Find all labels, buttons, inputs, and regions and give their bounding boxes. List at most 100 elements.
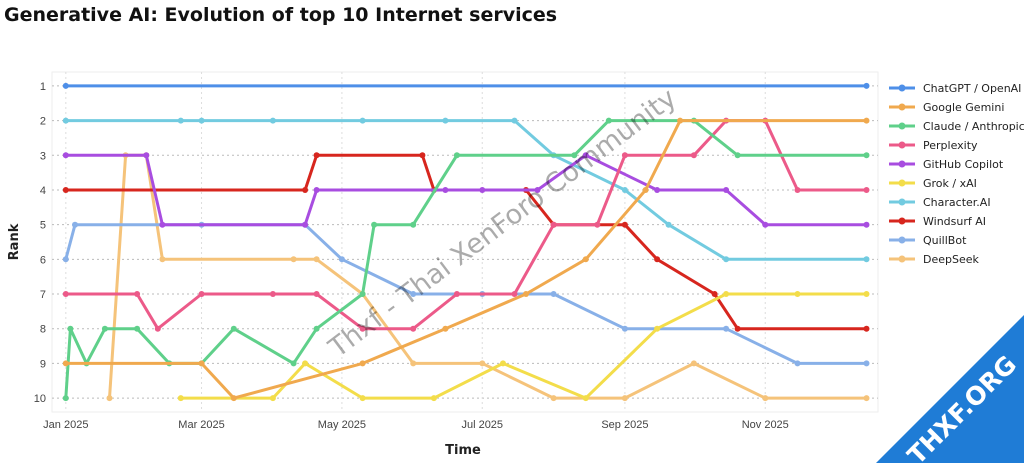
data-point [621, 152, 628, 159]
data-point [523, 291, 529, 297]
data-point [359, 325, 366, 332]
data-point [723, 291, 730, 297]
legend-item-perplexity[interactable]: Perplexity [889, 139, 978, 152]
data-point [72, 221, 78, 228]
data-point [479, 360, 486, 367]
legend-label: Claude / Anthropic [923, 120, 1024, 133]
legend-item-google-gemini[interactable]: Google Gemini [889, 101, 1004, 114]
data-point [430, 395, 437, 402]
data-point [863, 152, 870, 159]
data-point [371, 221, 378, 228]
data-point [359, 291, 366, 297]
legend-item-grok-xai[interactable]: Grok / xAI [889, 177, 977, 190]
data-point [863, 291, 870, 297]
data-point [863, 82, 870, 89]
data-point [734, 325, 741, 332]
x-tick-label: Jan 2025 [43, 419, 88, 431]
data-point [198, 360, 205, 367]
data-point [794, 360, 801, 367]
data-point [67, 325, 74, 332]
legend-label: QuillBot [923, 234, 967, 247]
data-point [62, 360, 69, 367]
data-point [442, 325, 449, 332]
y-tick-label: 5 [40, 220, 46, 232]
data-point [863, 187, 870, 193]
data-point [143, 152, 150, 159]
legend-item-chatgpt-openai[interactable]: ChatGPT / OpenAI [889, 82, 1021, 95]
data-point [410, 221, 417, 228]
y-tick-label: 6 [40, 254, 46, 266]
data-point [621, 325, 628, 332]
data-point [690, 152, 697, 159]
corner-badge: THXF.ORG [876, 315, 1024, 463]
y-tick-label: 9 [40, 358, 46, 370]
data-point [621, 187, 628, 193]
data-point [134, 291, 141, 297]
data-point [594, 221, 601, 228]
data-point [665, 221, 672, 228]
x-axis-ticks: Jan 2025 Mar 2025 May 2025 Jul 2025 Sep 2025… [43, 419, 789, 431]
data-point [605, 117, 612, 124]
legend-label: Windsurf AI [923, 215, 986, 228]
data-point [534, 187, 541, 193]
data-point [582, 256, 589, 263]
series-google-gemini [62, 117, 870, 402]
legend-marker [898, 255, 906, 263]
data-point [106, 395, 113, 402]
legend-marker [898, 84, 906, 92]
data-point [711, 291, 718, 297]
legend-marker [898, 236, 906, 244]
data-point [863, 221, 870, 228]
legend-item-claude-anthropic[interactable]: Claude / Anthropic [889, 120, 1024, 133]
legend-marker [898, 122, 906, 130]
legend-item-quillbot[interactable]: QuillBot [889, 234, 967, 247]
legend-item-windsurf-ai[interactable]: Windsurf AI [889, 215, 986, 228]
series-line [65, 153, 867, 331]
data-point [62, 187, 69, 193]
data-point [762, 395, 769, 402]
data-point [550, 291, 557, 297]
data-point [198, 291, 205, 297]
y-axis-label: Rank [7, 223, 22, 260]
data-point [313, 152, 320, 159]
data-point [359, 395, 366, 402]
data-point [62, 291, 69, 297]
data-point [338, 256, 345, 263]
data-point [582, 152, 589, 159]
legend-marker [898, 179, 906, 187]
data-point [230, 395, 237, 402]
series-grok-xai [177, 291, 870, 402]
legend-label: Character.AI [923, 196, 991, 209]
data-point [723, 187, 730, 193]
y-tick-label: 2 [40, 116, 46, 128]
legend-item-github-copilot[interactable]: GitHub Copilot [889, 158, 1004, 171]
data-point [410, 325, 417, 332]
data-point [723, 325, 730, 332]
data-point [677, 117, 684, 124]
legend-item-character-ai[interactable]: Character.AI [889, 196, 991, 209]
data-point [734, 152, 741, 159]
series-windsurf-ai [62, 152, 870, 332]
data-point [654, 256, 661, 263]
data-point [479, 187, 486, 193]
legend-marker [898, 160, 906, 168]
series-layer [62, 82, 870, 402]
x-tick-label: Mar 2025 [178, 419, 224, 431]
legend-label: ChatGPT / OpenAI [923, 82, 1021, 95]
data-point [359, 360, 366, 367]
data-point [302, 360, 309, 367]
x-axis-label: Time [445, 443, 481, 458]
data-point [230, 325, 237, 332]
legend-label: Google Gemini [923, 101, 1004, 114]
series-line [65, 119, 867, 400]
legend-item-deepseek[interactable]: DeepSeek [889, 253, 980, 266]
data-point [794, 187, 801, 193]
data-point [794, 291, 801, 297]
data-point [863, 325, 870, 332]
y-tick-label: 3 [40, 150, 46, 162]
legend-label: Grok / xAI [923, 177, 977, 190]
legend-label: DeepSeek [923, 253, 980, 266]
data-point [863, 256, 870, 263]
data-point [511, 117, 518, 124]
